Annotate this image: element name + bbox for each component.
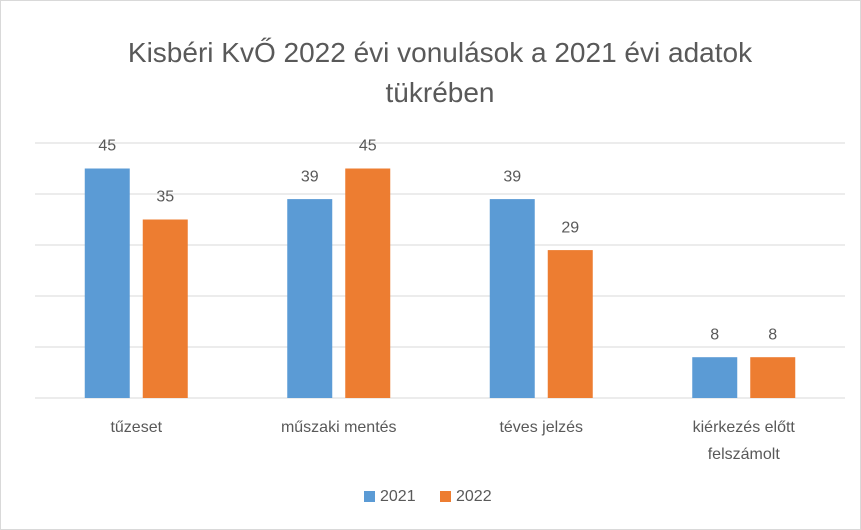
bar [692,357,738,398]
data-label: 39 [503,168,521,185]
legend-swatch [364,491,375,502]
bar [750,357,796,398]
data-label: 45 [359,138,377,155]
data-label: 35 [156,189,174,206]
x-tick-label: téves jelzés [499,419,583,436]
legend-label: 2021 [380,488,416,505]
legend-swatch [440,491,451,502]
x-tick-label: kiérkezés előtt felszámolt [693,419,796,463]
data-label: 8 [768,326,777,343]
bar [287,199,333,398]
data-label: 8 [710,326,719,343]
x-tick-label: tűzeset [110,419,162,436]
bar [142,219,188,398]
data-label: 45 [98,138,116,155]
legend-label: 2022 [456,488,492,505]
bar [345,168,391,398]
x-tick-label: műszaki mentés [281,419,397,436]
data-label: 39 [301,168,319,185]
data-label: 29 [561,219,579,236]
bar [547,250,593,398]
bar [84,168,130,398]
chart-title: Kisbéri KvŐ 2022 évi vonulások a 2021 év… [128,37,753,108]
bar [489,199,535,398]
